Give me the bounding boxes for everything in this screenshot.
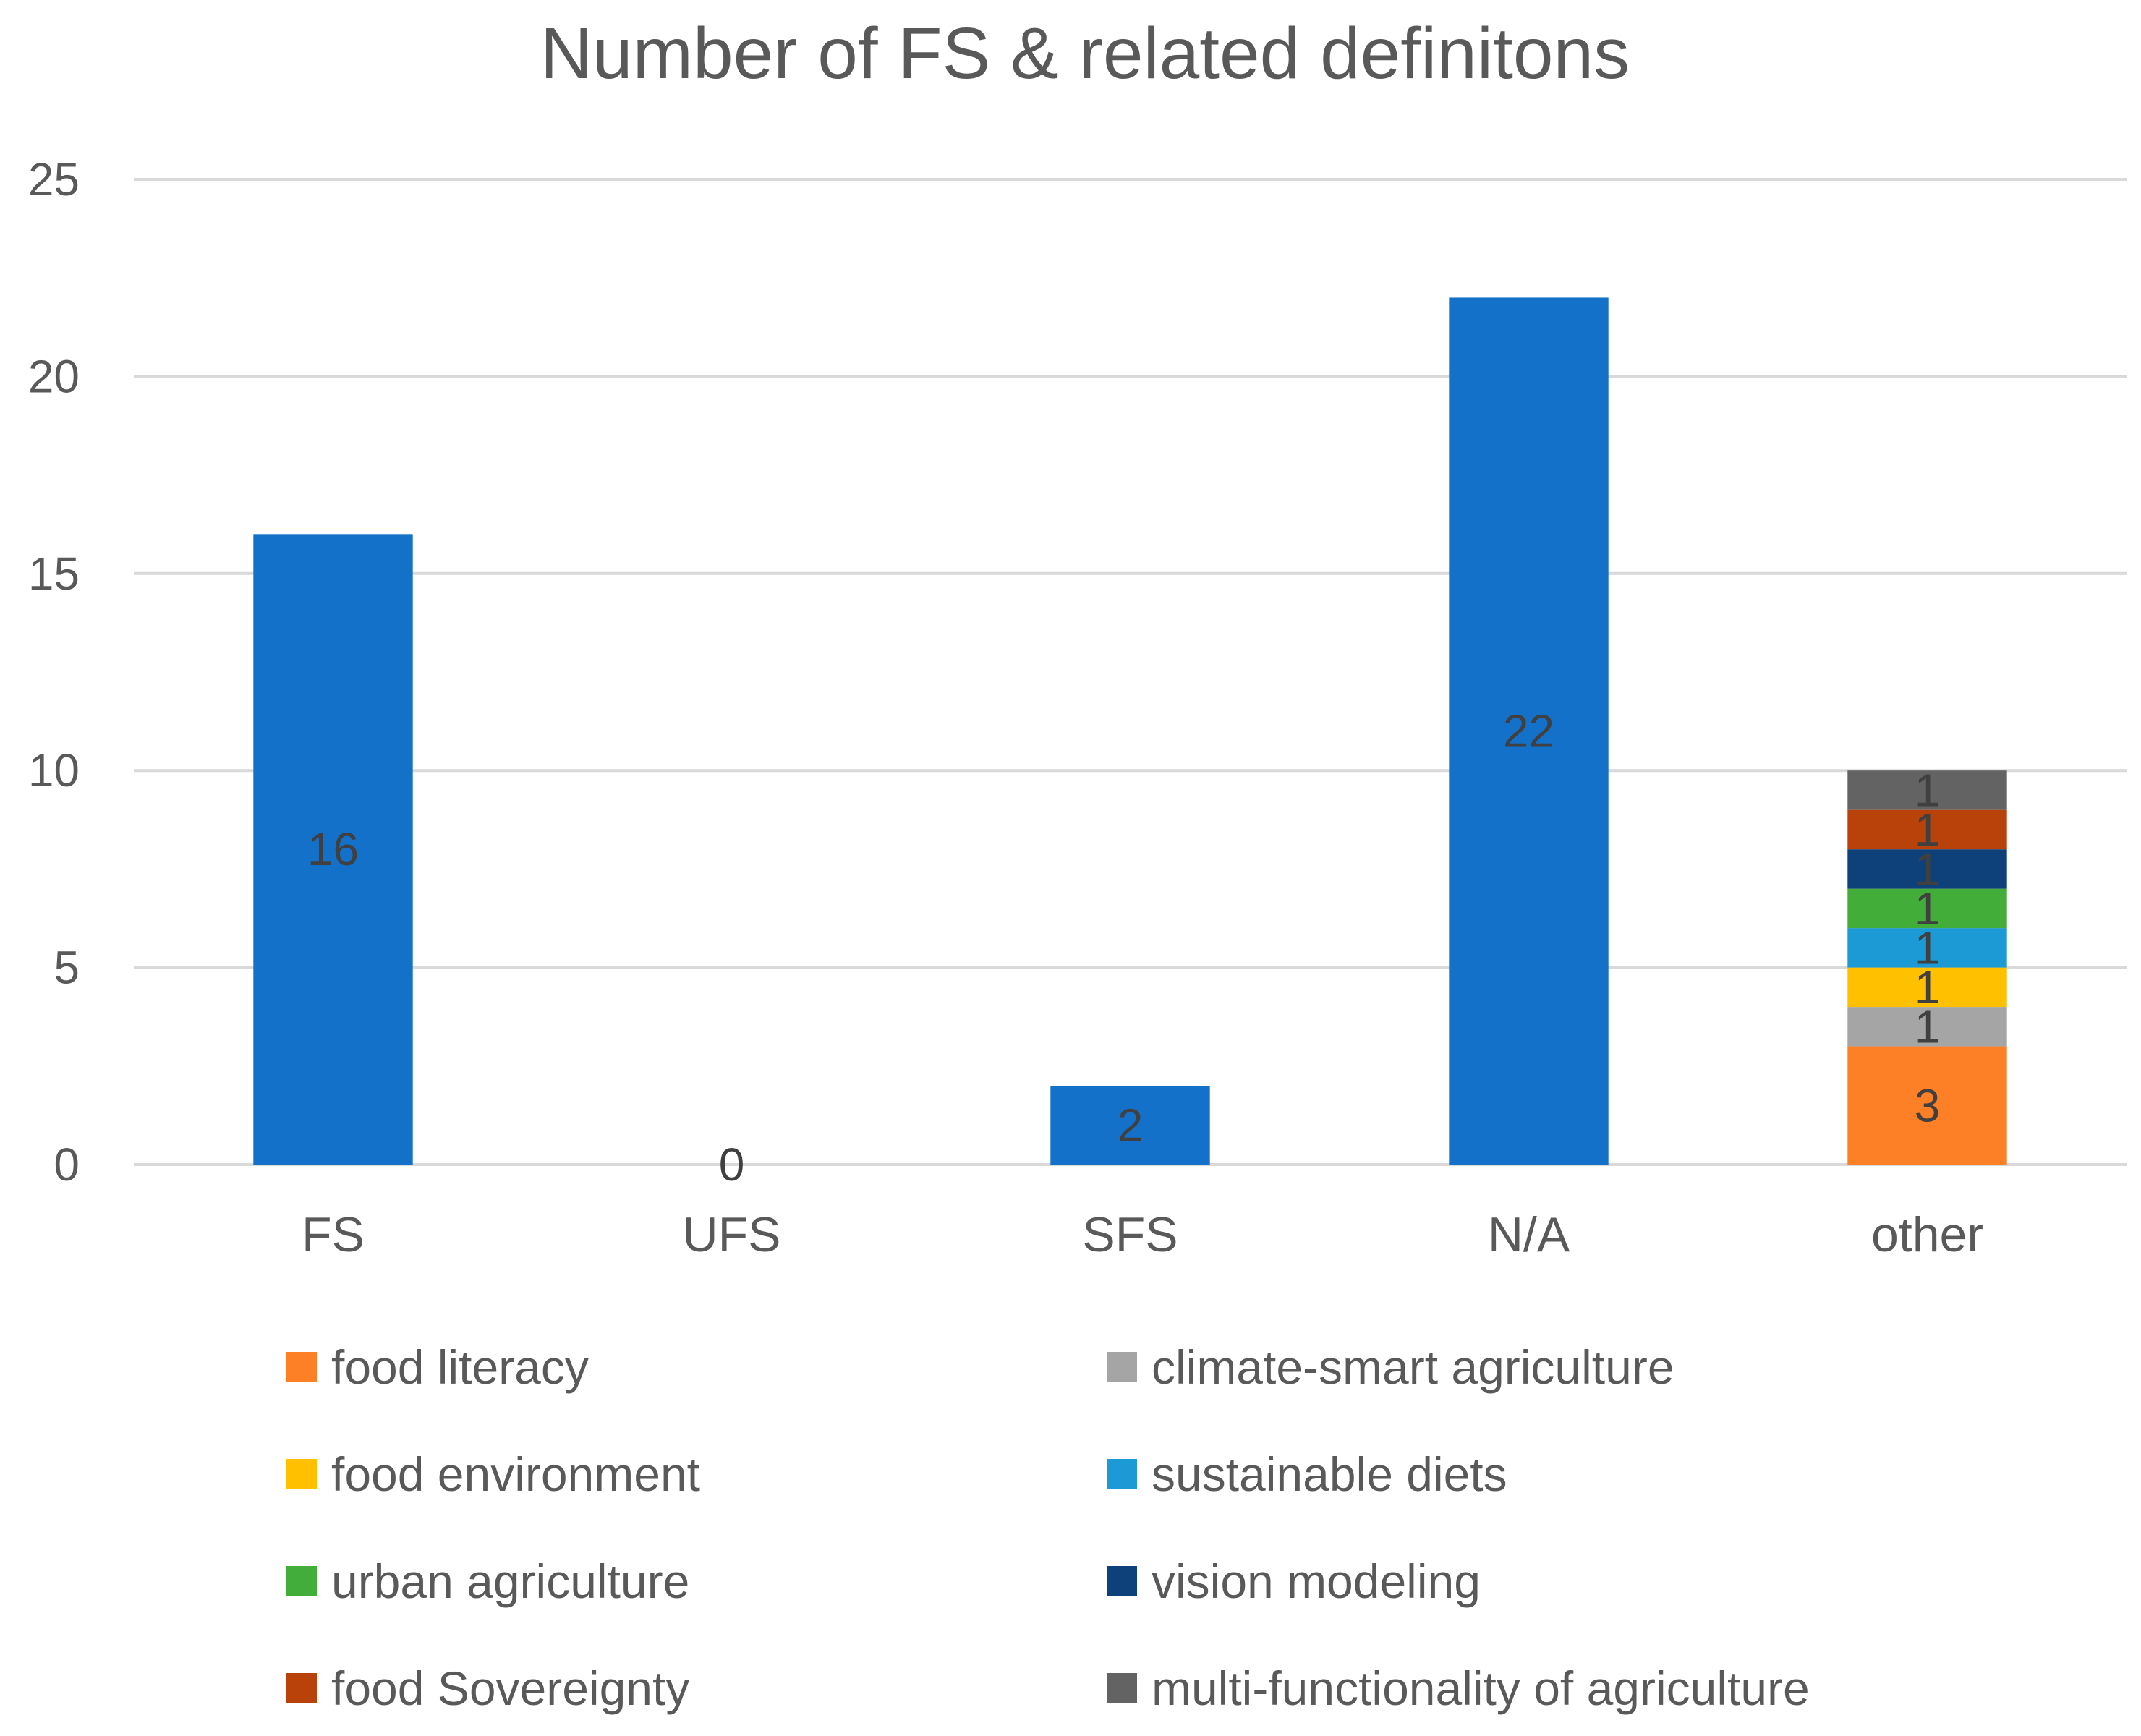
legend-swatch — [286, 1566, 317, 1596]
data-label: 22 — [1503, 705, 1554, 757]
y-tick-label: 20 — [28, 350, 80, 402]
bars — [253, 297, 2007, 1165]
y-axis-ticks: 0 5 10 15 20 25 — [28, 153, 80, 1191]
x-tick-label: FS — [302, 1207, 365, 1262]
y-tick-label: 5 — [54, 942, 80, 994]
legend-label: sustainable diets — [1152, 1447, 1507, 1501]
legend-label: multi-functionality of agriculture — [1152, 1661, 1810, 1715]
y-tick-label: 0 — [54, 1139, 80, 1191]
bar-segment-urban-agriculture — [1847, 888, 2007, 929]
data-label: 1 — [1915, 764, 1941, 816]
legend-label: food Sovereignty — [331, 1661, 689, 1715]
x-tick-label: UFS — [683, 1207, 781, 1262]
bar-segment-food-literacy — [1847, 1046, 2007, 1165]
bar-SFS — [1050, 1086, 1210, 1165]
data-label: 1 — [1915, 961, 1941, 1013]
x-axis-ticks: FS UFS SFS N/A other — [302, 1207, 1983, 1262]
data-label: 1 — [1915, 882, 1941, 935]
x-tick-label: SFS — [1082, 1207, 1178, 1262]
bar-segment-vision-modeling — [1847, 849, 2007, 889]
bar-segment-sustainable-diets — [1847, 928, 2007, 968]
legend-swatch — [1107, 1352, 1137, 1382]
data-label: 1 — [1915, 922, 1941, 974]
y-tick-label: 25 — [28, 153, 80, 205]
y-tick-label: 10 — [28, 744, 80, 796]
bar-FS — [253, 534, 413, 1165]
x-tick-label: N/A — [1488, 1207, 1570, 1262]
legend-swatch — [286, 1673, 317, 1703]
data-label: 1 — [1915, 1000, 1941, 1052]
data-label: 3 — [1915, 1079, 1941, 1131]
chart-title: Number of FS & related definitons — [540, 13, 1630, 94]
bar-segment-food-environment — [1847, 967, 2007, 1008]
bar-segment-multi-functionality-of-agriculture — [1847, 770, 2007, 810]
legend-label: vision modeling — [1152, 1554, 1481, 1608]
x-tick-label: other — [1871, 1207, 1983, 1262]
legend-swatch — [286, 1352, 317, 1382]
legend-swatch — [1107, 1459, 1137, 1489]
bar-segment-food-Sovereignty — [1847, 809, 2007, 850]
data-label: 2 — [1118, 1099, 1144, 1152]
legend-label: climate-smart agriculture — [1152, 1340, 1674, 1394]
legend-label: urban agriculture — [331, 1554, 689, 1608]
legend: food literacy climate-smart agriculture fo… — [286, 1340, 1810, 1715]
data-label: 1 — [1915, 804, 1941, 856]
data-label: 1 — [1915, 843, 1941, 895]
legend-swatch — [286, 1459, 317, 1489]
data-label: 0 — [719, 1139, 745, 1191]
bar-N/A — [1449, 297, 1609, 1165]
bar-segment-climate-smart-agriculture — [1847, 1007, 2007, 1047]
legend-label: food environment — [331, 1447, 700, 1501]
gridlines — [134, 178, 2127, 1166]
legend-swatch — [1107, 1673, 1137, 1703]
y-tick-label: 15 — [28, 548, 80, 600]
legend-swatch — [1107, 1566, 1137, 1596]
legend-label: food literacy — [331, 1340, 589, 1394]
data-label: 16 — [307, 823, 359, 875]
